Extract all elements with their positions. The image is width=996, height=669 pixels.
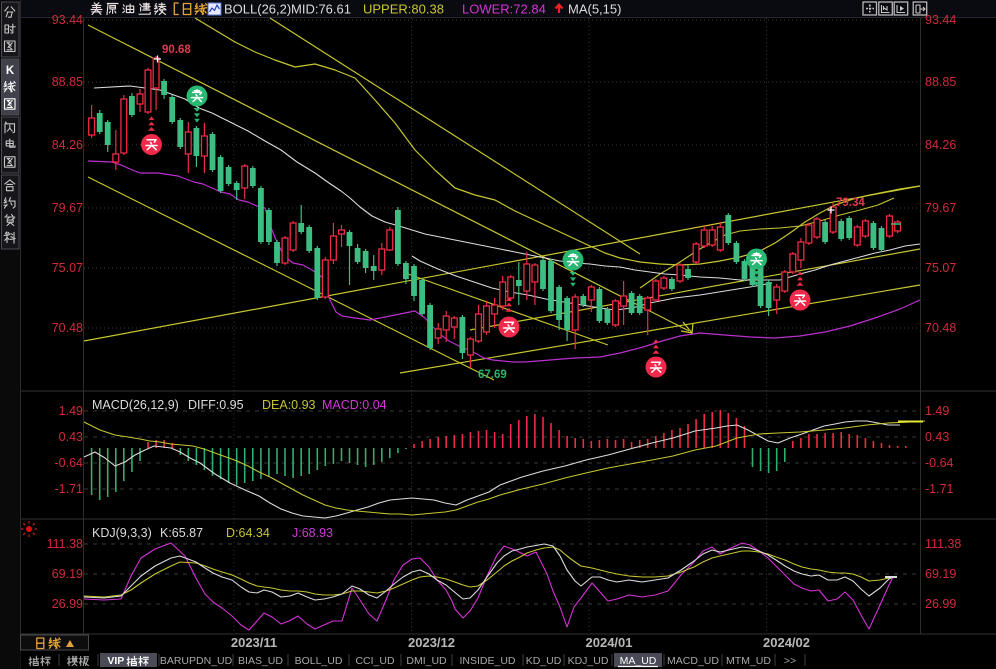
svg-text:-1.71: -1.71 — [925, 482, 954, 496]
svg-text:UPPER:80.38: UPPER:80.38 — [363, 2, 444, 17]
svg-text:K:65.87: K:65.87 — [160, 526, 203, 540]
svg-text:-0.64: -0.64 — [55, 456, 84, 470]
svg-text:111.38: 111.38 — [925, 537, 961, 551]
svg-text:69.19: 69.19 — [52, 567, 83, 581]
svg-text:1.49: 1.49 — [59, 404, 83, 418]
svg-text:D:64.34: D:64.34 — [226, 526, 270, 540]
svg-text:26.99: 26.99 — [925, 597, 956, 611]
svg-text:J:68.93: J:68.93 — [292, 526, 333, 540]
svg-text:MACD(26,12,9): MACD(26,12,9) — [92, 398, 179, 412]
svg-text:26.99: 26.99 — [52, 597, 83, 611]
svg-text:MACD_UD: MACD_UD — [667, 655, 719, 667]
svg-text:CCI_UD: CCI_UD — [355, 655, 395, 667]
svg-text:MA(5,15): MA(5,15) — [568, 2, 621, 17]
svg-text:2023/12: 2023/12 — [408, 635, 455, 650]
svg-text:84.26: 84.26 — [925, 138, 956, 152]
svg-text:2024/02: 2024/02 — [763, 635, 810, 650]
svg-text:-0.64: -0.64 — [925, 456, 954, 470]
svg-text:-1.71: -1.71 — [55, 482, 84, 496]
svg-text:MA_UD: MA_UD — [620, 655, 657, 667]
svg-text:75.07: 75.07 — [52, 261, 83, 275]
svg-text:MACD:0.04: MACD:0.04 — [322, 398, 387, 412]
svg-text:>>: >> — [784, 655, 796, 667]
svg-text:84.26: 84.26 — [52, 138, 83, 152]
svg-text:93.44: 93.44 — [925, 13, 956, 27]
svg-text:79.67: 79.67 — [925, 201, 956, 215]
svg-text:K: K — [6, 65, 15, 77]
svg-text:LOWER:72.84: LOWER:72.84 — [462, 2, 546, 17]
svg-text:0.43: 0.43 — [59, 430, 83, 444]
svg-text:BOLL_UD: BOLL_UD — [295, 655, 343, 667]
svg-text:KDJ(9,3,3): KDJ(9,3,3) — [92, 526, 152, 540]
svg-text:79.34: 79.34 — [836, 197, 865, 209]
svg-text:1.49: 1.49 — [925, 404, 949, 418]
svg-text:BIAS_UD: BIAS_UD — [238, 655, 283, 667]
svg-text:DMI_UD: DMI_UD — [406, 655, 447, 667]
svg-text:93.44: 93.44 — [52, 13, 83, 27]
svg-text:INSIDE_UD: INSIDE_UD — [459, 655, 515, 667]
svg-text:111.38: 111.38 — [47, 537, 83, 551]
svg-text:70.48: 70.48 — [925, 321, 956, 335]
svg-text:BARUPDN_UD: BARUPDN_UD — [160, 655, 233, 667]
svg-text:67.69: 67.69 — [478, 369, 507, 381]
svg-text:90.68: 90.68 — [162, 44, 191, 56]
svg-text:VIP: VIP — [107, 655, 124, 667]
svg-text:69.19: 69.19 — [925, 567, 956, 581]
svg-text:88.85: 88.85 — [925, 75, 956, 89]
svg-text:70.48: 70.48 — [52, 321, 83, 335]
svg-text:MTM_UD: MTM_UD — [726, 655, 771, 667]
svg-text:BOLL(26,2): BOLL(26,2) — [224, 2, 291, 17]
svg-text:79.67: 79.67 — [52, 201, 83, 215]
svg-text:2023/11: 2023/11 — [231, 635, 277, 650]
svg-text:DEA:0.93: DEA:0.93 — [262, 398, 316, 412]
svg-text:0.43: 0.43 — [925, 430, 949, 444]
svg-text:MID:76.61: MID:76.61 — [291, 2, 351, 17]
svg-text:88.85: 88.85 — [52, 75, 83, 89]
svg-text:2024/01: 2024/01 — [586, 635, 633, 650]
svg-text:KD_UD: KD_UD — [526, 655, 562, 667]
svg-text:KDJ_UD: KDJ_UD — [568, 655, 609, 667]
svg-text:DIFF:0.95: DIFF:0.95 — [188, 398, 244, 412]
svg-text:75.07: 75.07 — [925, 261, 956, 275]
